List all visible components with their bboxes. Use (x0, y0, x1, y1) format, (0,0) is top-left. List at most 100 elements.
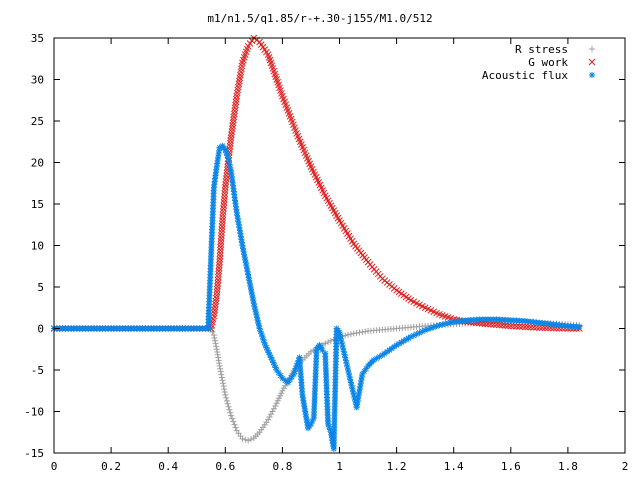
data-point (258, 331, 265, 338)
y-tick-label: 5 (37, 281, 44, 294)
data-point (221, 187, 229, 194)
series-acoustic-flux (51, 142, 583, 452)
data-point (218, 223, 226, 230)
data-point (330, 445, 337, 452)
data-point (216, 147, 223, 154)
data-point (484, 320, 492, 328)
data-point (326, 426, 333, 433)
data-point (524, 323, 532, 331)
legend-marker (589, 72, 595, 78)
data-point (326, 423, 333, 430)
data-point (291, 368, 298, 375)
data-point (398, 339, 405, 346)
data-point (224, 152, 231, 159)
data-point (237, 233, 244, 240)
data-point (226, 143, 234, 150)
data-point (234, 212, 241, 219)
data-point (331, 418, 338, 425)
data-point (332, 355, 339, 362)
data-point (239, 242, 246, 249)
data-point (215, 154, 222, 161)
chart-title: m1/n1.5/q1.85/r-+.30-j155/M1.0/512 (207, 12, 432, 25)
data-point (354, 401, 361, 408)
data-point (226, 140, 234, 147)
data-point (345, 370, 352, 377)
data-point (207, 271, 214, 278)
data-point (225, 158, 232, 165)
data-point (337, 335, 344, 342)
data-point (331, 412, 338, 419)
data-point (215, 261, 223, 269)
data-point (510, 322, 518, 330)
data-point (317, 344, 324, 351)
data-point (332, 364, 339, 371)
data-point (297, 360, 304, 367)
data-point (227, 164, 234, 171)
y-tick-label: -5 (31, 364, 44, 377)
data-point (221, 193, 228, 200)
data-point (388, 345, 395, 352)
x-tick-label: 1.2 (387, 460, 407, 473)
data-point (347, 331, 354, 338)
data-point (270, 359, 277, 366)
data-point (439, 321, 446, 328)
data-point (350, 388, 357, 395)
data-point (333, 346, 340, 353)
data-point (254, 314, 261, 321)
data-point (265, 349, 272, 356)
data-point (215, 267, 223, 275)
data-point (332, 376, 339, 383)
data-point (285, 379, 292, 386)
data-point (297, 363, 304, 370)
data-point (213, 163, 220, 170)
x-tick-label: 1.8 (558, 460, 578, 473)
data-point (206, 295, 213, 302)
data-point (386, 347, 393, 354)
data-point (246, 277, 253, 284)
data-point (331, 427, 338, 434)
data-point (214, 276, 222, 284)
legend-marker (589, 46, 595, 52)
data-point (249, 294, 256, 301)
data-point (235, 221, 242, 228)
data-point (227, 137, 235, 144)
data-point (331, 424, 338, 431)
data-point (270, 405, 277, 412)
data-point (337, 332, 344, 339)
data-point (223, 397, 230, 404)
data-point (243, 265, 250, 272)
data-point (279, 375, 286, 382)
data-point (252, 308, 259, 315)
data-point (345, 367, 352, 373)
data-point (247, 436, 254, 443)
data-point (206, 286, 213, 293)
data-point (216, 144, 223, 151)
data-point (207, 259, 214, 266)
data-point (357, 380, 364, 387)
data-point (217, 246, 224, 254)
data-point (332, 358, 339, 365)
data-point (384, 348, 391, 355)
data-point (347, 379, 354, 386)
data-point (236, 224, 243, 231)
data-point (530, 323, 537, 331)
data-point (332, 391, 339, 398)
data-point (246, 280, 253, 287)
data-point (504, 322, 512, 330)
data-point (332, 373, 339, 380)
data-point (264, 347, 271, 354)
data-point (253, 311, 260, 318)
y-tick-label: 35 (31, 32, 44, 45)
data-point (487, 320, 495, 328)
data-point (242, 259, 249, 266)
data-point (207, 274, 214, 281)
data-point (226, 161, 233, 168)
data-point (206, 283, 213, 290)
data-point (331, 436, 338, 443)
data-point (267, 354, 274, 361)
data-point (206, 280, 213, 287)
data-point (357, 383, 364, 390)
data-point (242, 257, 249, 264)
data-point (331, 397, 338, 404)
data-point (220, 202, 228, 209)
